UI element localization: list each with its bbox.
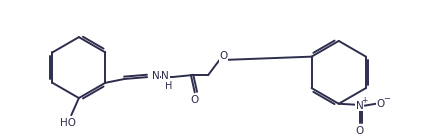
- Text: H: H: [166, 81, 173, 91]
- Text: O: O: [190, 95, 199, 105]
- Text: N: N: [356, 101, 364, 111]
- Text: −: −: [383, 95, 390, 103]
- Text: O: O: [356, 126, 364, 136]
- Text: N: N: [161, 71, 169, 81]
- Text: N: N: [152, 71, 160, 81]
- Text: O: O: [219, 51, 227, 61]
- Text: +: +: [361, 96, 368, 105]
- Text: O: O: [377, 99, 385, 109]
- Text: HO: HO: [60, 118, 77, 128]
